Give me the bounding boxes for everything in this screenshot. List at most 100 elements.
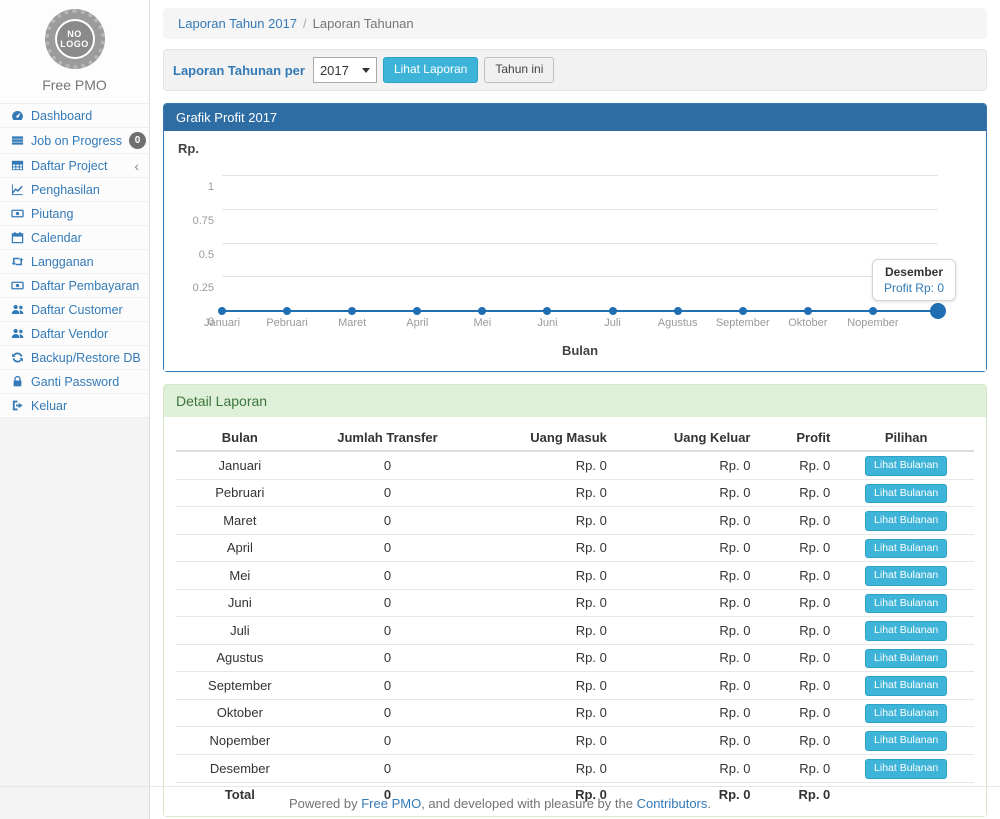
- chart-area: Rp. Desember Profit Rp: 0 00.250.50.751 …: [164, 131, 986, 371]
- chart-x-labels: JanuariPebruariMaretAprilMeiJuniJuliAgus…: [222, 317, 938, 333]
- cell-profit: Rp. 0: [759, 699, 839, 727]
- data-point-september[interactable]: [739, 307, 747, 315]
- cell-jumlah_transfer: 0: [304, 451, 472, 479]
- sidebar-item-ganti-password[interactable]: Ganti Password: [0, 370, 149, 394]
- column-header-bulan: Bulan: [176, 425, 304, 451]
- table-row-agustus: Agustus0Rp. 0Rp. 0Rp. 0Lihat Bulanan: [176, 644, 974, 672]
- cell-uang_keluar: Rp. 0: [615, 479, 759, 507]
- sidebar-item-label: Langganan: [31, 255, 94, 269]
- cell-uang_masuk: Rp. 0: [471, 562, 615, 590]
- cell-uang_masuk: Rp. 0: [471, 617, 615, 645]
- cell-uang_keluar: Rp. 0: [615, 617, 759, 645]
- data-point-agustus[interactable]: [674, 307, 682, 315]
- sidebar-item-daftar-vendor[interactable]: Daftar Vendor: [0, 322, 149, 346]
- x-axis-tick-label: September: [716, 317, 770, 329]
- cell-profit: Rp. 0: [759, 451, 839, 479]
- cell-uang_keluar: Rp. 0: [615, 699, 759, 727]
- breadcrumb-link[interactable]: Laporan Tahun 2017: [178, 16, 297, 31]
- data-point-pebruari[interactable]: [283, 307, 291, 315]
- contributors-link[interactable]: Contributors: [637, 796, 708, 811]
- lihat-laporan-button[interactable]: Lihat Laporan: [383, 57, 478, 82]
- lihat-bulanan-button-september[interactable]: Lihat Bulanan: [865, 676, 947, 696]
- tasks-icon: [10, 134, 24, 148]
- x-axis-tick-label: Juli: [604, 317, 621, 329]
- sidebar-item-langganan[interactable]: Langganan: [0, 250, 149, 274]
- y-axis-tick-label: 0.75: [193, 215, 214, 227]
- table-header-row: BulanJumlah TransferUang MasukUang Kelua…: [176, 425, 974, 451]
- cell-profit: Rp. 0: [759, 644, 839, 672]
- sidebar-menu: DashboardJob on Progress0Daftar Project‹…: [0, 104, 149, 418]
- cell-profit: Rp. 0: [759, 617, 839, 645]
- data-point-april[interactable]: [413, 307, 421, 315]
- sidebar-item-daftar-pembayaran[interactable]: Daftar Pembayaran: [0, 274, 149, 298]
- lihat-bulanan-button-desember[interactable]: Lihat Bulanan: [865, 759, 947, 779]
- cell-uang_masuk: Rp. 0: [471, 755, 615, 783]
- lihat-bulanan-button-mei[interactable]: Lihat Bulanan: [865, 566, 947, 586]
- sidebar-item-penghasilan[interactable]: Penghasilan: [0, 178, 149, 202]
- year-select[interactable]: 2017: [313, 57, 377, 83]
- cell-uang_keluar: Rp. 0: [615, 644, 759, 672]
- data-point-juni[interactable]: [543, 307, 551, 315]
- cell-uang_keluar: Rp. 0: [615, 451, 759, 479]
- sidebar-item-label: Daftar Vendor: [31, 327, 108, 341]
- lihat-bulanan-button-agustus[interactable]: Lihat Bulanan: [865, 649, 947, 669]
- lihat-bulanan-button-maret[interactable]: Lihat Bulanan: [865, 511, 947, 531]
- data-point-nopember[interactable]: [869, 307, 877, 315]
- data-point-oktober[interactable]: [804, 307, 812, 315]
- lihat-bulanan-button-april[interactable]: Lihat Bulanan: [865, 539, 947, 559]
- sidebar: NO LOGO Free PMO DashboardJob on Progres…: [0, 0, 150, 819]
- lihat-bulanan-button-januari[interactable]: Lihat Bulanan: [865, 456, 947, 476]
- cell-profit: Rp. 0: [759, 507, 839, 535]
- cell-jumlah_transfer: 0: [304, 562, 472, 590]
- chart-tooltip: Desember Profit Rp: 0: [872, 259, 956, 301]
- x-axis-tick-label: April: [406, 317, 428, 329]
- lihat-bulanan-button-juli[interactable]: Lihat Bulanan: [865, 621, 947, 641]
- sidebar-item-keluar[interactable]: Keluar: [0, 394, 149, 418]
- data-point-mei[interactable]: [478, 307, 486, 315]
- data-point-maret[interactable]: [348, 307, 356, 315]
- sidebar-item-job-on-progress[interactable]: Job on Progress0: [0, 128, 149, 154]
- column-header-uang-keluar: Uang Keluar: [615, 425, 759, 451]
- detail-panel-title: Detail Laporan: [164, 385, 986, 417]
- cell-profit: Rp. 0: [759, 479, 839, 507]
- tooltip-title: Desember: [884, 265, 944, 279]
- table-icon: [10, 159, 24, 173]
- cell-jumlah_transfer: 0: [304, 479, 472, 507]
- calendar-icon: [10, 231, 24, 245]
- chart-y-axis-title: Rp.: [178, 141, 974, 156]
- breadcrumb-separator: /: [303, 16, 307, 31]
- free-pmo-link[interactable]: Free PMO: [361, 796, 421, 811]
- lihat-bulanan-button-pebruari[interactable]: Lihat Bulanan: [865, 484, 947, 504]
- sidebar-item-daftar-customer[interactable]: Daftar Customer: [0, 298, 149, 322]
- cell-jumlah_transfer: 0: [304, 727, 472, 755]
- sidebar-item-piutang[interactable]: Piutang: [0, 202, 149, 226]
- data-point-juli[interactable]: [609, 307, 617, 315]
- table-row-nopember: Nopember0Rp. 0Rp. 0Rp. 0Lihat Bulanan: [176, 727, 974, 755]
- sidebar-item-calendar[interactable]: Calendar: [0, 226, 149, 250]
- page: NO LOGO Free PMO DashboardJob on Progres…: [0, 0, 1000, 819]
- cell-bulan: Maret: [176, 507, 304, 535]
- cell-jumlah_transfer: 0: [304, 507, 472, 535]
- sidebar-item-daftar-project[interactable]: Daftar Project‹: [0, 154, 149, 178]
- sidebar-item-dashboard[interactable]: Dashboard: [0, 104, 149, 128]
- cell-bulan: Mei: [176, 562, 304, 590]
- cell-profit: Rp. 0: [759, 562, 839, 590]
- cell-profit: Rp. 0: [759, 672, 839, 700]
- sidebar-item-label: Daftar Pembayaran: [31, 279, 139, 293]
- chart-gridline: 1: [222, 175, 938, 176]
- sign-out-icon: [10, 399, 24, 413]
- tahun-ini-button[interactable]: Tahun ini: [484, 57, 554, 82]
- cell-pilihan: Lihat Bulanan: [838, 644, 974, 672]
- cell-uang_masuk: Rp. 0: [471, 644, 615, 672]
- data-point-januari[interactable]: [218, 307, 226, 315]
- sidebar-item-label: Keluar: [31, 399, 67, 413]
- cell-bulan: April: [176, 534, 304, 562]
- cell-uang_masuk: Rp. 0: [471, 727, 615, 755]
- table-row-mei: Mei0Rp. 0Rp. 0Rp. 0Lihat Bulanan: [176, 562, 974, 590]
- sidebar-item-backup-restore-db[interactable]: Backup/Restore DB: [0, 346, 149, 370]
- lihat-bulanan-button-juni[interactable]: Lihat Bulanan: [865, 594, 947, 614]
- lihat-bulanan-button-oktober[interactable]: Lihat Bulanan: [865, 704, 947, 724]
- chart-gridline: 0.75: [222, 209, 938, 210]
- column-header-jumlah-transfer: Jumlah Transfer: [304, 425, 472, 451]
- lihat-bulanan-button-nopember[interactable]: Lihat Bulanan: [865, 731, 947, 751]
